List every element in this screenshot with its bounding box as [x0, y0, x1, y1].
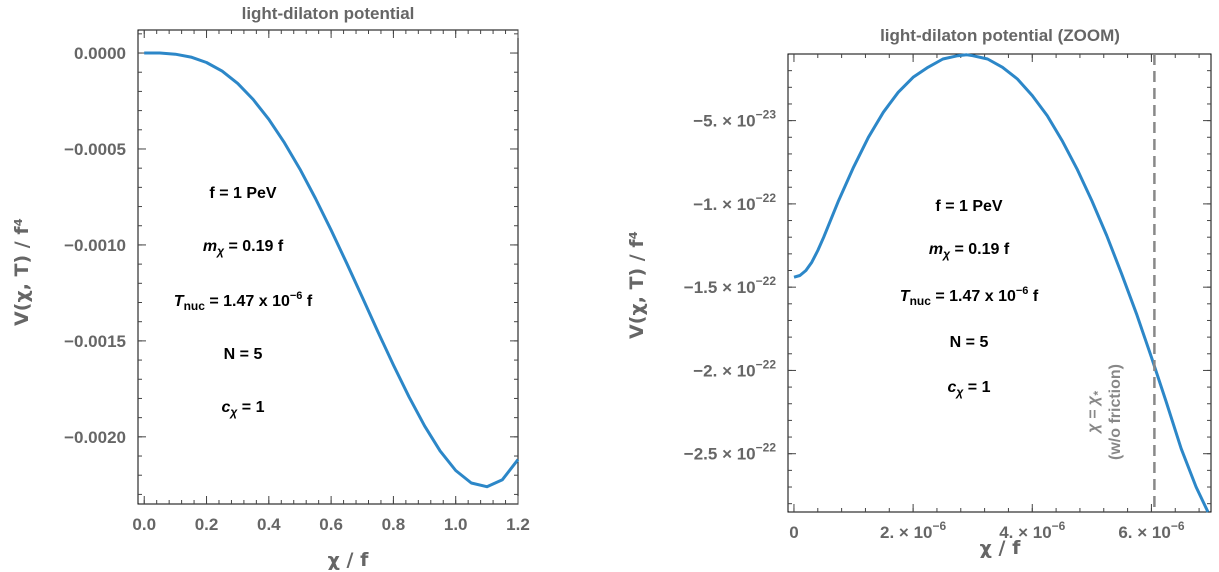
left-x-tick-label: 0.2 [195, 515, 219, 534]
vline-label-chi-star: χ = χ* [1085, 390, 1105, 435]
left-x-tick-label: 1.0 [444, 515, 468, 534]
left-chart: light-dilaton potential 0.0 0.2 0.4 0.6 0.8 1… [11, 4, 530, 571]
left-potential-curve [144, 51, 520, 489]
left-annotation-tnuc: Tnuc = 1.47 x 10−6 f [174, 290, 313, 313]
left-ticks: 0.0 0.2 0.4 0.6 0.8 1.0 1.2 0.0000 −0.0005 −0.001… [64, 30, 530, 534]
left-plot-frame [137, 29, 519, 505]
right-x-tick-label: 2. × 10−6 [880, 519, 946, 542]
left-y-tick-label: −0.0015 [64, 332, 126, 351]
right-potential-curve [793, 53, 1210, 513]
right-series [793, 53, 1210, 513]
left-x-tick-label: 0.4 [257, 515, 281, 534]
right-x-tick-label: 0 [789, 523, 798, 542]
left-annotation-n: N = 5 [224, 346, 263, 363]
right-annotation-c: cχ = 1 [948, 379, 991, 399]
left-y-axis-label: V(χ, T) / f⁴ [11, 218, 33, 326]
right-x-tick-label: 4. × 10−6 [999, 519, 1065, 542]
right-x-tick-label: 6. × 10−6 [1118, 519, 1184, 542]
left-y-tick-label: −0.0010 [64, 236, 126, 255]
left-x-tick-label: 1.2 [506, 515, 530, 534]
right-plot-frame [787, 53, 1212, 513]
left-y-tick-label: −0.0005 [64, 140, 126, 159]
left-x-tick-label: 0.6 [319, 515, 343, 534]
right-annotation-f: f = 1 PeV [935, 198, 1002, 215]
left-x-tick-label: 0.0 [132, 515, 156, 534]
right-y-tick-label: −2. × 10−22 [693, 357, 776, 380]
right-ticks: 0 2. × 10−6 4. × 10−6 6. × 10−6 −5. × 10−23 −… [684, 54, 1211, 542]
left-series [144, 51, 520, 489]
left-annotation-f: f = 1 PeV [209, 185, 276, 202]
right-y-axis-label: V(χ, T) / f⁴ [626, 231, 648, 339]
left-x-tick-label: 0.8 [382, 515, 406, 534]
left-annotation-mass: mχ = 0.19 f [203, 238, 284, 258]
left-y-tick-label: 0.0000 [74, 44, 126, 63]
right-annotation-mass: mχ = 0.19 f [929, 241, 1010, 261]
right-y-tick-label: −1.5 × 10−22 [684, 274, 777, 297]
vline-label-friction: (w/o friction) [1107, 364, 1124, 460]
right-chart-title: light-dilaton potential (ZOOM) [880, 26, 1120, 45]
right-annotation-n: N = 5 [950, 334, 989, 351]
left-annotation-c: cχ = 1 [222, 399, 265, 419]
left-chart-title: light-dilaton potential [242, 4, 415, 23]
right-x-axis-label: χ / f [980, 537, 1021, 559]
right-y-tick-label: −1. × 10−22 [693, 191, 776, 214]
left-x-axis-label: χ / f [328, 549, 369, 571]
left-y-tick-label: −0.0020 [64, 428, 126, 447]
right-chart: light-dilaton potential (ZOOM) 0 2. × 10−… [626, 26, 1212, 559]
right-y-tick-label: −5. × 10−23 [693, 108, 776, 131]
right-y-tick-label: −2.5 × 10−22 [684, 441, 777, 464]
right-annotation-tnuc: Tnuc = 1.47 x 10−6 f [900, 285, 1039, 308]
